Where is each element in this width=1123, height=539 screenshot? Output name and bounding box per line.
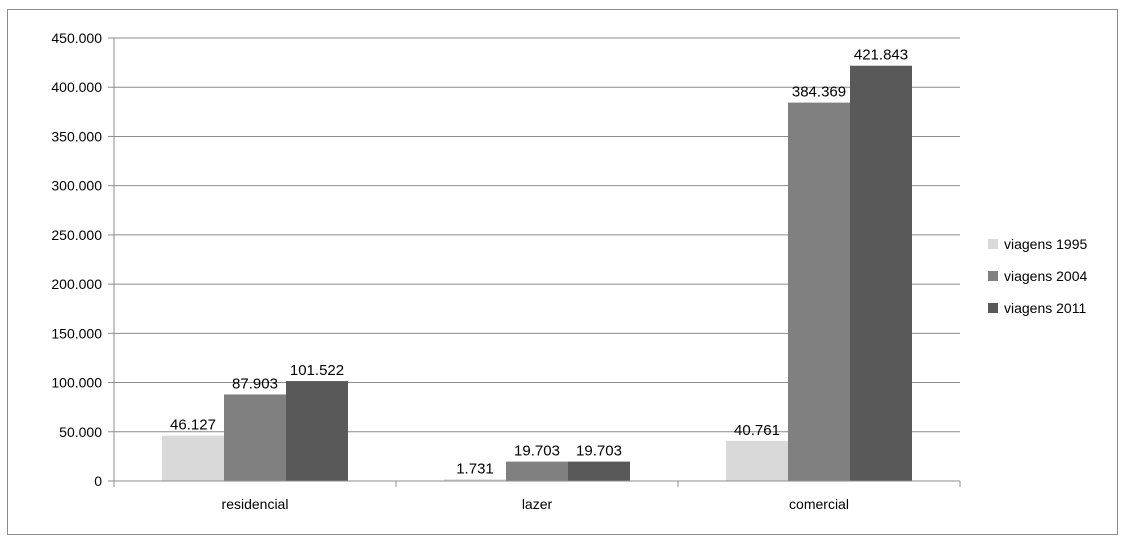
legend-label: viagens 2004: [1004, 268, 1088, 284]
data-label: 101.522: [290, 362, 344, 379]
bar: [726, 440, 788, 481]
y-tick-label: 350.000: [51, 128, 102, 144]
x-tick-label: lazer: [522, 496, 553, 512]
data-label: 87.903: [232, 375, 278, 392]
y-tick-label: 250.000: [51, 227, 102, 243]
legend: viagens 1995 viagens 2004 viagens 2011: [988, 236, 1088, 316]
data-label: 421.843: [854, 47, 908, 64]
x-axis: residencial lazer comercial: [113, 480, 961, 512]
data-label: 1.731: [456, 460, 494, 477]
bar: [850, 65, 912, 482]
y-tick-label: 200.000: [51, 276, 102, 292]
y-axis: 0 50.000 100.000 150.000 200.000 250.000 300.0…: [51, 30, 115, 489]
legend-swatch: [988, 303, 998, 313]
bar: [506, 461, 568, 481]
legend-swatch: [988, 271, 998, 281]
legend-label: viagens 2011: [1004, 300, 1086, 316]
data-label: 19.703: [514, 443, 560, 460]
bars: [162, 65, 912, 482]
bar: [162, 435, 224, 481]
bar: [224, 394, 286, 481]
data-label: 19.703: [576, 443, 622, 460]
bar: [444, 479, 506, 481]
bar: [568, 461, 630, 481]
data-label: 40.761: [734, 422, 780, 439]
y-tick-label: 100.000: [51, 375, 102, 391]
bar: [286, 381, 348, 481]
x-tick-label: residencial: [222, 496, 289, 512]
legend-swatch: [988, 239, 998, 249]
bar: [788, 102, 850, 481]
data-labels: 46.127 87.903 101.522 1.731 19.703 19.703 40.7…: [170, 47, 908, 478]
data-label: 46.127: [170, 417, 216, 434]
y-tick-label: 450.000: [51, 30, 102, 46]
data-label: 384.369: [792, 84, 846, 101]
y-tick-label: 50.000: [59, 424, 102, 440]
y-tick-label: 150.000: [51, 325, 102, 341]
x-tick-label: comercial: [789, 496, 849, 512]
y-tick-label: 0: [94, 473, 102, 489]
y-tick-label: 400.000: [51, 79, 102, 95]
legend-label: viagens 1995: [1004, 236, 1088, 252]
y-tick-label: 300.000: [51, 178, 102, 194]
